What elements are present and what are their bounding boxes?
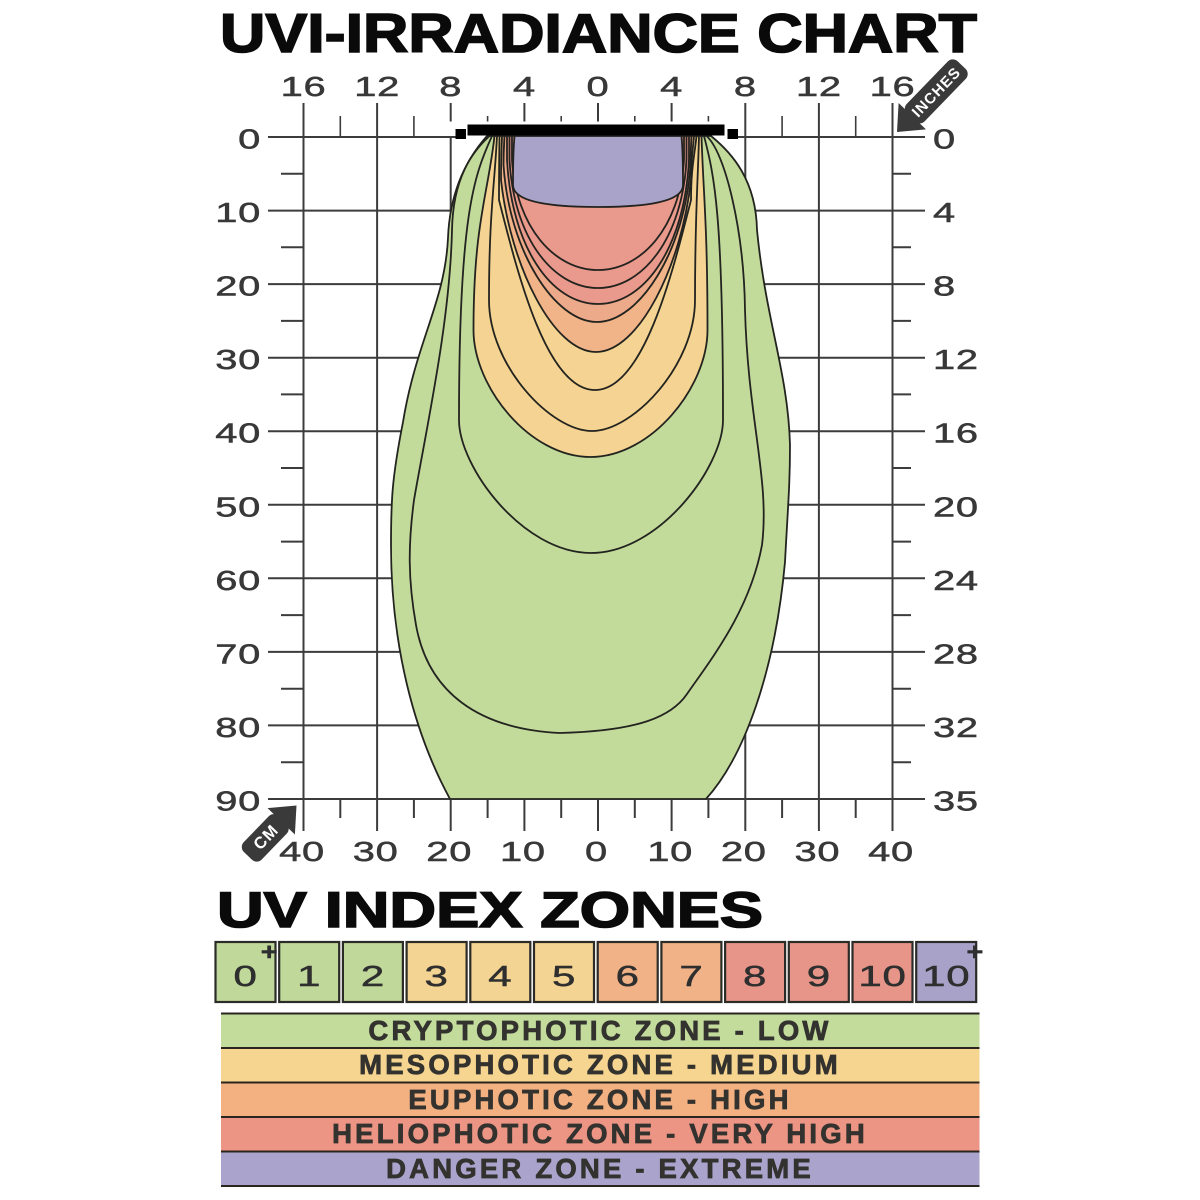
svg-text:20: 20	[933, 492, 979, 523]
svg-text:2: 2	[361, 960, 385, 993]
svg-text:MESOPHOTIC ZONE - MEDIUM: MESOPHOTIC ZONE - MEDIUM	[359, 1049, 841, 1080]
svg-text:20: 20	[426, 837, 472, 868]
svg-text:70: 70	[215, 639, 261, 670]
svg-text:+: +	[966, 938, 983, 965]
svg-text:8: 8	[439, 72, 462, 103]
svg-text:0: 0	[233, 960, 257, 993]
svg-text:DANGER ZONE - EXTREME: DANGER ZONE - EXTREME	[386, 1153, 814, 1184]
svg-text:5: 5	[552, 960, 576, 993]
svg-text:12: 12	[796, 72, 842, 103]
svg-text:60: 60	[215, 566, 261, 597]
svg-text:50: 50	[215, 492, 261, 523]
svg-text:20: 20	[721, 837, 767, 868]
svg-text:10: 10	[922, 960, 970, 993]
svg-text:10: 10	[647, 837, 693, 868]
svg-text:0: 0	[587, 72, 610, 103]
svg-text:32: 32	[933, 713, 979, 744]
svg-text:10: 10	[500, 837, 546, 868]
svg-text:4: 4	[488, 960, 512, 993]
svg-text:3: 3	[425, 960, 449, 993]
svg-text:6: 6	[616, 960, 640, 993]
svg-text:8: 8	[933, 272, 956, 303]
svg-text:28: 28	[933, 639, 979, 670]
svg-text:30: 30	[794, 837, 840, 868]
svg-text:EUPHOTIC ZONE - HIGH: EUPHOTIC ZONE - HIGH	[408, 1084, 791, 1115]
svg-text:20: 20	[215, 272, 261, 303]
svg-text:10: 10	[215, 198, 261, 229]
svg-text:35: 35	[933, 786, 979, 817]
svg-text:30: 30	[353, 837, 399, 868]
svg-text:16: 16	[933, 419, 979, 450]
svg-text:UVI-IRRADIANCE CHART: UVI-IRRADIANCE CHART	[220, 2, 977, 64]
svg-text:30: 30	[215, 345, 261, 376]
svg-text:40: 40	[279, 837, 325, 868]
svg-text:9: 9	[807, 960, 831, 993]
svg-text:1: 1	[297, 960, 321, 993]
svg-text:4: 4	[933, 198, 956, 229]
svg-text:16: 16	[870, 72, 916, 103]
svg-text:8: 8	[734, 72, 757, 103]
svg-text:80: 80	[215, 713, 261, 744]
svg-text:16: 16	[281, 72, 327, 103]
svg-text:7: 7	[679, 960, 703, 993]
svg-text:0: 0	[585, 837, 608, 868]
svg-text:CRYPTOPHOTIC ZONE - LOW: CRYPTOPHOTIC ZONE - LOW	[368, 1015, 831, 1046]
svg-text:12: 12	[933, 345, 979, 376]
svg-text:40: 40	[215, 419, 261, 450]
svg-text:0: 0	[933, 124, 956, 155]
svg-text:+: +	[261, 938, 278, 965]
svg-text:UV INDEX ZONES: UV INDEX ZONES	[217, 882, 763, 938]
svg-text:40: 40	[868, 837, 914, 868]
svg-text:90: 90	[215, 786, 261, 817]
svg-text:HELIOPHOTIC ZONE - VERY HIGH: HELIOPHOTIC ZONE - VERY HIGH	[332, 1118, 868, 1149]
svg-text:8: 8	[743, 960, 767, 993]
svg-text:10: 10	[858, 960, 906, 993]
svg-text:4: 4	[660, 72, 683, 103]
svg-text:0: 0	[238, 124, 261, 155]
svg-text:4: 4	[513, 72, 536, 103]
svg-text:24: 24	[933, 566, 979, 597]
svg-text:12: 12	[354, 72, 400, 103]
